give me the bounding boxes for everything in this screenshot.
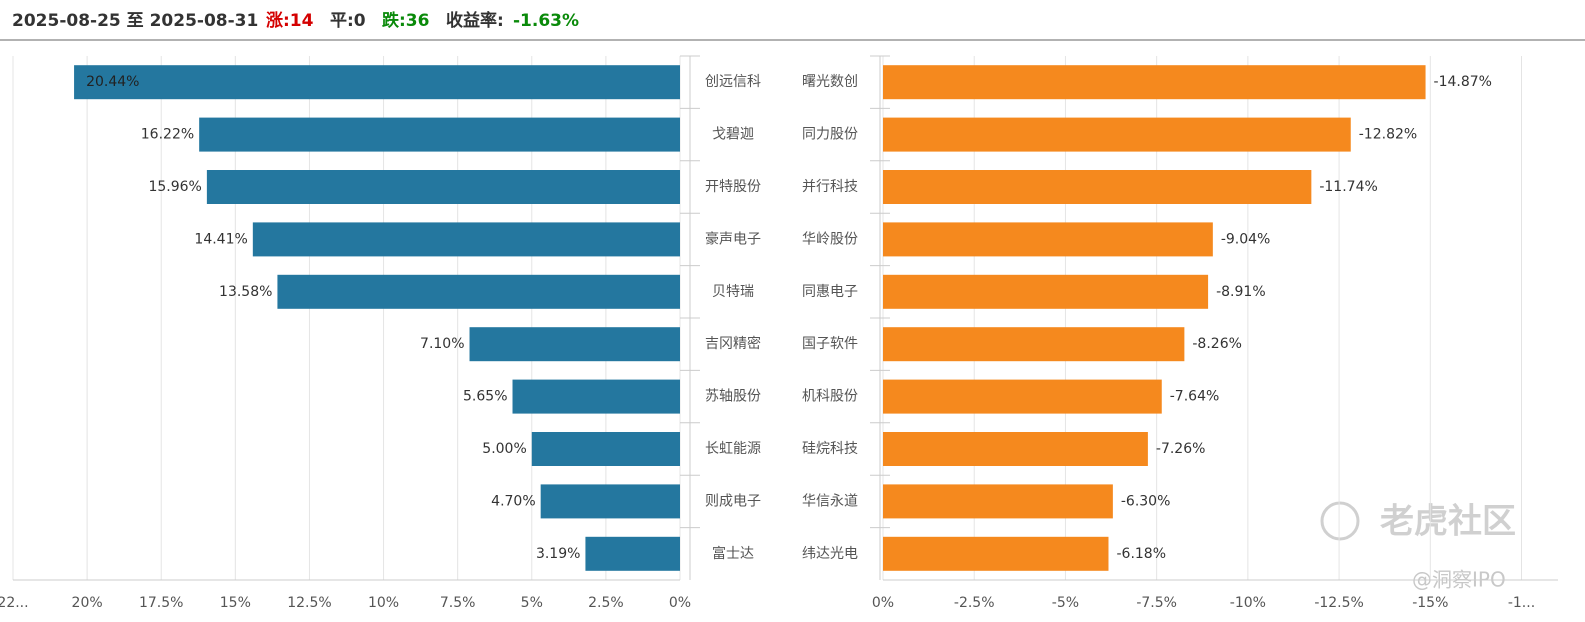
x-tick-label: 17.5% [139, 595, 183, 611]
category-label: 开特股份 [705, 179, 761, 195]
category-label: 曙光数创 [802, 74, 858, 90]
x-tick-label: 20% [72, 595, 103, 611]
category-label: 华信永道 [802, 493, 858, 509]
bar [883, 379, 1162, 414]
bar [883, 65, 1426, 100]
x-tick-label: -10% [1230, 595, 1266, 611]
bar [277, 274, 680, 309]
bar [883, 536, 1109, 571]
watermark: 老虎社区 [1380, 502, 1516, 542]
x-tick-label: -1... [1508, 595, 1535, 611]
category-label: 长虹能源 [705, 441, 761, 457]
bar [883, 327, 1185, 362]
category-label: 同力股份 [802, 127, 858, 143]
category-label: 豪声电子 [705, 231, 761, 247]
category-label: 国子软件 [802, 336, 858, 352]
bar [199, 117, 680, 152]
date-range: 2025-08-25 至 2025-08-31 [12, 11, 258, 31]
bar [206, 170, 680, 204]
value-label: -12.82% [1359, 127, 1417, 143]
category-label: 华岭股份 [802, 231, 858, 247]
value-label: -6.30% [1121, 493, 1171, 509]
value-label: -11.74% [1319, 179, 1377, 195]
bar [883, 484, 1113, 519]
value-label: 5.00% [482, 441, 526, 457]
x-tick-label: -12.5% [1314, 595, 1364, 611]
watermark-icon [1320, 501, 1360, 541]
x-tick-label: 7.5% [440, 595, 476, 611]
x-tick-label: 2.5% [588, 595, 624, 611]
up-count: 涨:14 [266, 11, 314, 31]
value-label: -7.26% [1156, 441, 1206, 457]
category-label: 戈碧迦 [712, 127, 754, 143]
x-tick-label: -2.5% [954, 595, 995, 611]
header: 2025-08-25 至 2025-08-31 涨:14 平:0 跌:36 收益… [12, 10, 579, 31]
value-label: 20.44% [86, 74, 139, 90]
value-label: -6.18% [1116, 546, 1166, 562]
value-label: 16.22% [141, 127, 194, 143]
return-label: 收益率: [446, 10, 504, 31]
category-label: 机科股份 [802, 389, 858, 405]
value-label: 13.58% [219, 284, 272, 300]
category-label: 纬达光电 [802, 546, 858, 562]
value-label: 5.65% [463, 389, 507, 405]
x-tick-label: -7.5% [1136, 595, 1177, 611]
x-tick-label: 15% [220, 595, 251, 611]
bar [540, 484, 680, 519]
value-label: 7.10% [420, 336, 464, 352]
x-tick-label: 0% [669, 595, 691, 611]
bar [883, 170, 1312, 204]
x-tick-label: 22... [0, 595, 29, 611]
value-label: -9.04% [1221, 231, 1271, 247]
bar [883, 117, 1351, 152]
x-tick-label: 0% [872, 595, 894, 611]
bar [74, 65, 680, 100]
x-tick-label: -15% [1412, 595, 1448, 611]
flat-count: 平:0 [330, 11, 366, 31]
x-tick-label: 10% [368, 595, 399, 611]
x-tick-label: 5% [521, 595, 543, 611]
value-label: -8.26% [1192, 336, 1242, 352]
category-label: 并行科技 [802, 179, 858, 195]
category-label: 创远信科 [705, 74, 761, 90]
x-tick-label: 12.5% [287, 595, 331, 611]
bar [531, 432, 680, 466]
value-label: -14.87% [1434, 74, 1492, 90]
bar [883, 432, 1148, 466]
bar [512, 379, 680, 414]
return-value: -1.63% [513, 11, 579, 31]
value-label: 15.96% [148, 179, 201, 195]
value-label: -7.64% [1170, 389, 1220, 405]
category-label: 苏轴股份 [705, 389, 761, 405]
down-count: 跌:36 [382, 11, 429, 31]
value-label: 3.19% [536, 546, 580, 562]
bar [883, 274, 1209, 309]
category-label: 则成电子 [705, 493, 761, 509]
value-label: 4.70% [491, 493, 535, 509]
category-label: 富士达 [712, 545, 754, 562]
category-label: 吉冈精密 [705, 335, 761, 352]
category-label: 贝特瑞 [712, 284, 754, 300]
category-label: 同惠电子 [802, 284, 858, 300]
bar [252, 222, 681, 257]
bar [585, 536, 680, 571]
bar [883, 222, 1213, 257]
category-label: 硅烷科技 [802, 441, 858, 457]
value-label: 14.41% [194, 231, 247, 247]
x-tick-label: -5% [1052, 595, 1079, 611]
bar [469, 327, 680, 362]
value-label: -8.91% [1216, 284, 1266, 300]
